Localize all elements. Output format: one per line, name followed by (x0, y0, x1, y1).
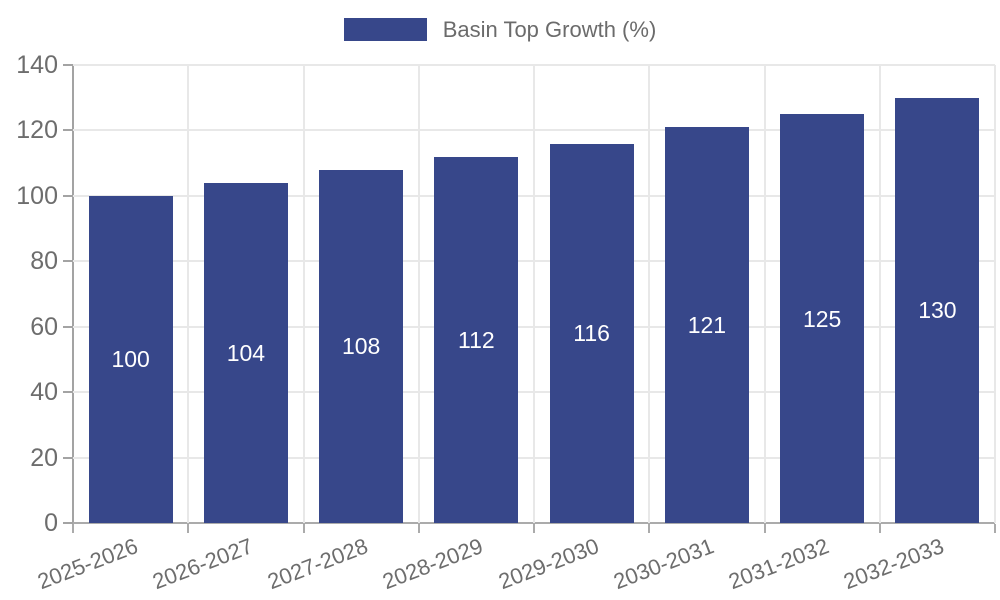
plot-area: 100 104 108 112 116 121 125 130 (73, 64, 996, 523)
bar-2029-2030 (549, 143, 634, 523)
y-tick-label: 140 (16, 51, 58, 79)
gridline-x (994, 65, 996, 523)
y-tick-label: 60 (30, 312, 58, 341)
y-tick-label: 100 (16, 181, 58, 210)
y-tick-label: 40 (30, 378, 58, 407)
bar-2026-2027 (203, 182, 288, 523)
bar-2032-2033 (895, 97, 980, 523)
legend-swatch (343, 18, 427, 41)
x-tick-mark (72, 524, 74, 533)
y-tick-mark (63, 64, 73, 66)
y-tick-mark (63, 456, 73, 459)
gridline-x (763, 65, 766, 523)
x-tick-mark (994, 524, 996, 533)
y-tick-mark (63, 194, 73, 197)
bar-value-label: 116 (573, 320, 610, 347)
y-tick-mark (63, 391, 73, 394)
gridline-x (417, 65, 420, 523)
bar-value-label: 125 (802, 305, 842, 332)
x-tick-mark (417, 524, 420, 533)
bar-value-label: 108 (341, 333, 381, 360)
gridline-x (533, 65, 535, 523)
bar-value-label: 121 (687, 312, 727, 339)
x-tick-mark (533, 524, 535, 533)
y-tick-mark (63, 129, 73, 132)
bar-2027-2028 (319, 169, 404, 523)
bar-2030-2031 (664, 127, 749, 523)
legend-label: Basin Top Growth (%) (442, 16, 657, 42)
bar-2031-2032 (780, 114, 865, 523)
legend: Basin Top Growth (%) (0, 18, 1000, 41)
x-tick-mark (648, 524, 651, 533)
bar-2025-2026 (88, 195, 173, 523)
y-tick-label: 20 (30, 443, 58, 472)
bar-value-label: 104 (226, 339, 266, 366)
gridline-x (648, 65, 651, 523)
bar-2028-2029 (434, 156, 519, 523)
gridline-x (302, 65, 305, 523)
x-tick-mark (878, 524, 881, 533)
x-tick-mark (302, 524, 305, 533)
gridline-x (878, 65, 881, 523)
y-tick-label: 120 (16, 116, 58, 145)
bar-value-label: 112 (458, 326, 495, 353)
gridline-x (187, 65, 190, 523)
bar-value-label: 100 (111, 346, 150, 373)
x-tick-mark (187, 524, 190, 533)
x-tick-mark (763, 524, 766, 533)
bar-value-label: 130 (918, 297, 957, 324)
x-axis-line (63, 522, 995, 524)
y-tick-label: 80 (30, 247, 58, 276)
y-tick-mark (63, 522, 73, 524)
y-axis-line (72, 65, 74, 533)
y-tick-mark (63, 260, 73, 263)
y-tick-mark (63, 325, 73, 328)
y-tick-label: 0 (44, 509, 58, 537)
